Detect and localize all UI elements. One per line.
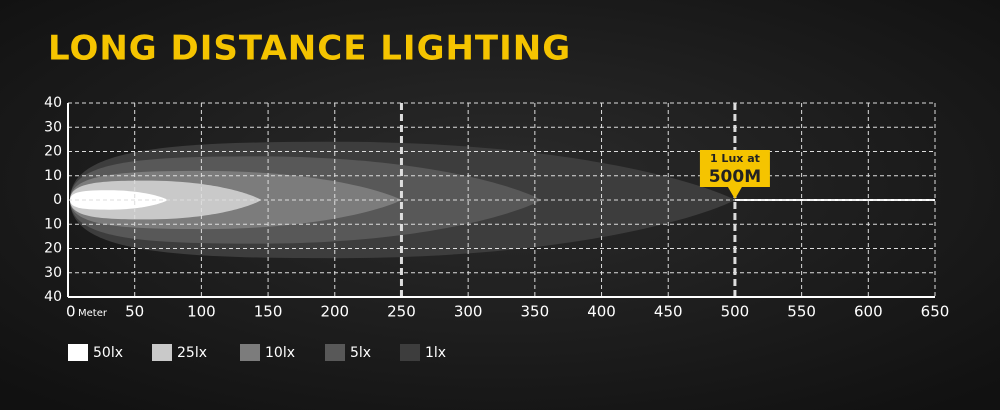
x-unit: Meter bbox=[78, 308, 108, 319]
x-tick-label: 50 bbox=[125, 303, 144, 321]
y-tick-label: 40 bbox=[44, 289, 62, 305]
x-tick-label: 300 bbox=[454, 303, 483, 321]
x-tick-label: 650 bbox=[921, 303, 950, 321]
y-tick-label: 10 bbox=[44, 168, 62, 184]
x-tick-label: 150 bbox=[254, 303, 283, 321]
x-tick-label: 500 bbox=[721, 303, 750, 321]
x-tick-label: 350 bbox=[521, 303, 550, 321]
legend-label: 10lx bbox=[265, 345, 295, 361]
legend-label: 50lx bbox=[93, 345, 123, 361]
legend-label: 1lx bbox=[425, 345, 446, 361]
x-tick-label: 100 bbox=[187, 303, 216, 321]
x-tick-label: 600 bbox=[854, 303, 883, 321]
y-tick-label: 20 bbox=[44, 241, 62, 257]
legend-swatch bbox=[68, 344, 88, 361]
annotation-value: 500M bbox=[709, 167, 761, 187]
y-tick-label: 20 bbox=[44, 144, 62, 160]
legend-swatch bbox=[325, 344, 345, 361]
y-tick-label: 0 bbox=[53, 192, 62, 208]
x-tick-label: 200 bbox=[320, 303, 349, 321]
x-tick-label: 450 bbox=[654, 303, 683, 321]
chart-title: LONG DISTANCE LIGHTING bbox=[48, 29, 571, 69]
x-tick-label: 550 bbox=[787, 303, 816, 321]
legend-label: 5lx bbox=[350, 345, 371, 361]
annotation-text: 1 Lux at bbox=[710, 152, 760, 165]
legend-label: 25lx bbox=[177, 345, 207, 361]
annotation-box bbox=[699, 150, 770, 199]
legend-swatch bbox=[152, 344, 172, 361]
y-tick-label: 30 bbox=[44, 119, 62, 135]
legend-swatch bbox=[240, 344, 260, 361]
x-tick-label: 0 bbox=[66, 303, 76, 321]
y-tick-label: 40 bbox=[44, 95, 62, 111]
legend-swatch bbox=[400, 344, 420, 361]
x-tick-label: 250 bbox=[387, 303, 416, 321]
y-tick-label: 10 bbox=[44, 216, 62, 232]
y-tick-label: 30 bbox=[44, 265, 62, 281]
x-tick-label: 400 bbox=[587, 303, 616, 321]
